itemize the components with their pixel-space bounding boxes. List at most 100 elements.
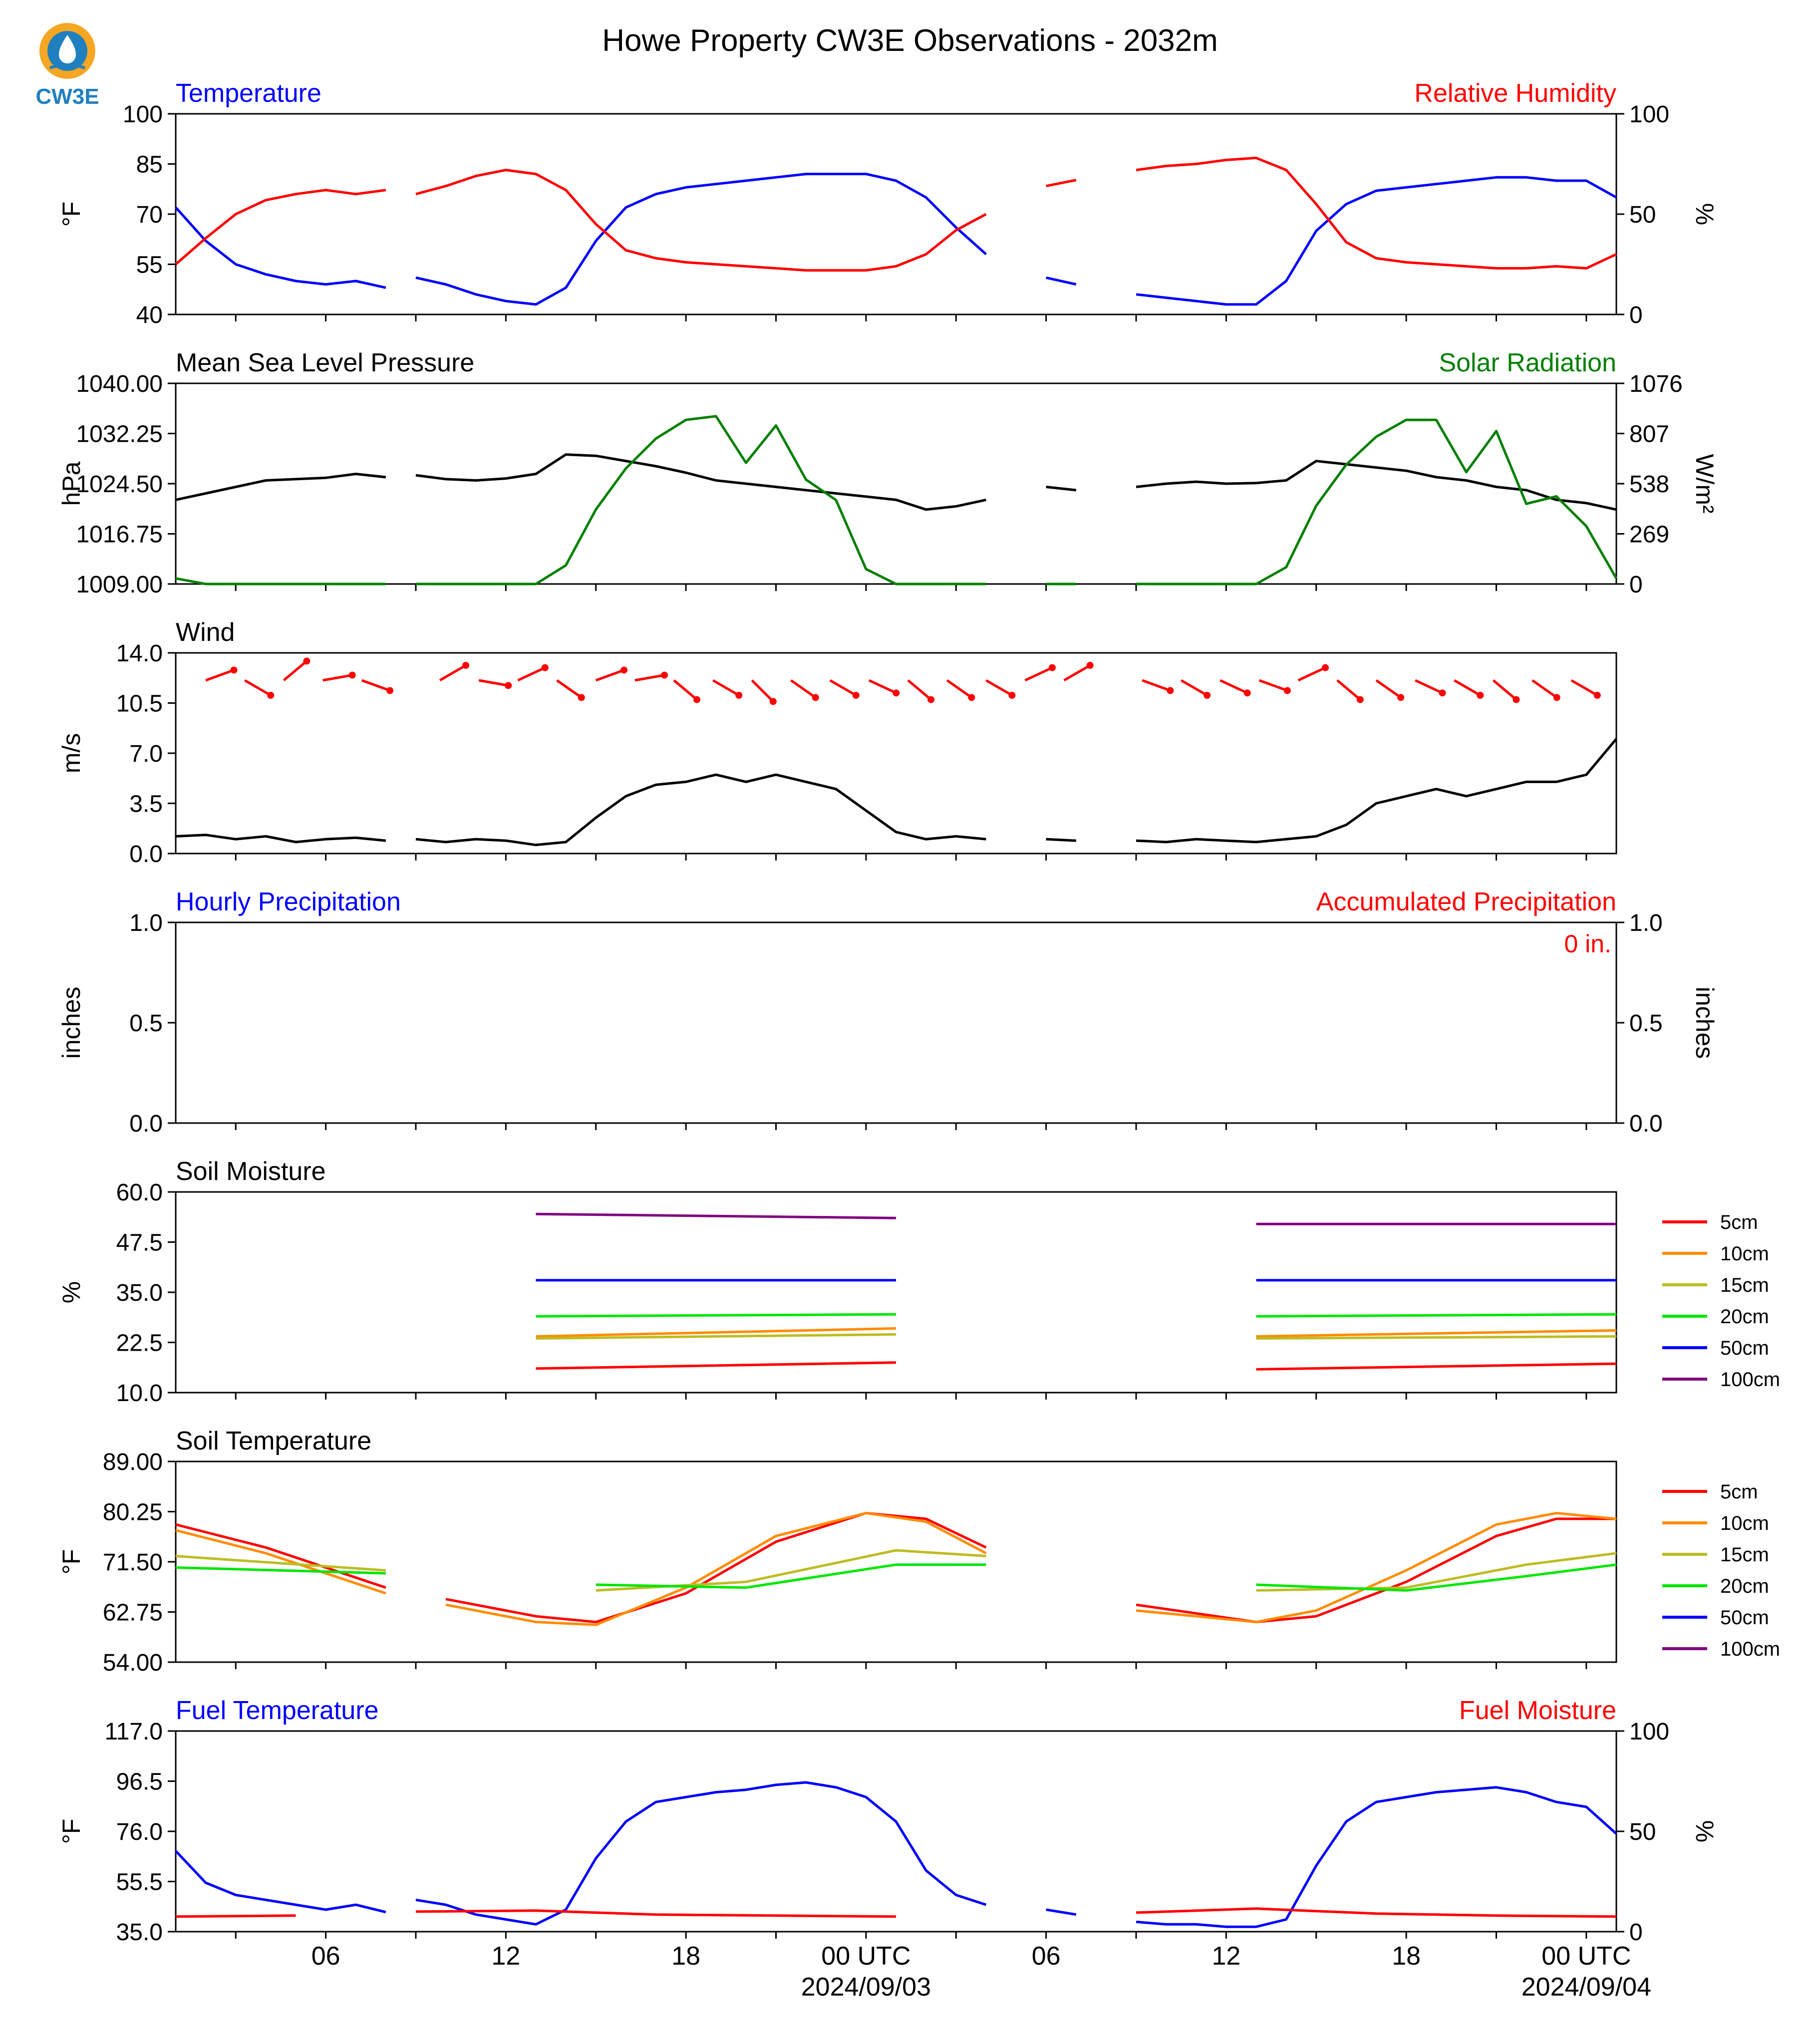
y-tick-label-left: 0.5: [129, 1010, 163, 1037]
panel-pressure: Mean Sea Level Pressure Solar Radiation 10…: [57, 348, 1719, 598]
wind-arrow: [1454, 679, 1481, 697]
wind-arrow-head: [1283, 687, 1291, 694]
wind-arrow-head: [968, 694, 975, 701]
y-tick-label-left: 55.5: [116, 1869, 163, 1896]
wind-arrow: [1570, 679, 1598, 697]
wind-arrow-head: [303, 657, 310, 665]
y-tick-label-left: 1016.75: [76, 522, 163, 548]
wind-arrow-head: [852, 692, 860, 699]
y-tick-label-right: 0: [1629, 1919, 1643, 1946]
wind-arrow-head: [1397, 694, 1405, 701]
series-line-10cm: [536, 1327, 1617, 1338]
plot-frame: [175, 921, 1617, 1124]
panels-group: Temperature Relative Humidity 40 55 70 85 100 0…: [57, 79, 1780, 2002]
wind-arrow-head: [812, 694, 819, 701]
y-tick-label-left: 85: [136, 152, 163, 178]
y-tick-label-right: 807: [1629, 421, 1669, 448]
y-axis-label-left: m/s: [57, 733, 85, 774]
x-tick-label: 00 UTC: [1541, 1942, 1631, 1971]
y-tick-label-left: 89.00: [103, 1449, 163, 1475]
y-tick-label-left: 70: [136, 202, 163, 228]
wind-arrow-head: [893, 689, 900, 697]
series-line-20cm: [175, 1563, 1617, 1592]
y-tick-label-left: 1009.00: [76, 572, 163, 598]
series-line-20cm: [536, 1313, 1617, 1318]
wind-arrow: [829, 679, 857, 697]
panel-title-left: Soil Moisture: [176, 1157, 326, 1186]
y-tick-label-left: 1024.50: [76, 471, 163, 498]
panel-precip: Hourly Precipitation Accumulated Precipit…: [57, 887, 1719, 1137]
y-axis-label-right: inches: [1691, 987, 1719, 1059]
legend-label: 15cm: [1720, 1544, 1769, 1566]
wind-arrow: [1492, 679, 1517, 701]
series-line-mean-sea-level-pressure: [175, 453, 1617, 511]
legend-label: 5cm: [1720, 1211, 1758, 1233]
y-axis-label-right: %: [1691, 203, 1719, 225]
legend-label: 20cm: [1720, 1306, 1769, 1328]
y-tick-label-left: 0.0: [129, 1111, 163, 1137]
panel-title-left: Fuel Temperature: [176, 1696, 379, 1725]
y-tick-label-right: 50: [1629, 1819, 1656, 1845]
figure-title: Howe Property CW3E Observations - 2032m: [602, 23, 1218, 58]
y-tick-label-left: 55: [136, 252, 163, 279]
wind-arrow-head: [267, 692, 275, 699]
wind-arrow: [985, 679, 1013, 697]
wind-arrow: [205, 669, 235, 682]
wind-arrow: [1142, 679, 1171, 692]
wind-arrow: [1063, 664, 1091, 682]
wind-arrow-head: [1204, 692, 1211, 699]
wind-arrow: [751, 679, 774, 703]
wind-arrow: [946, 679, 972, 699]
series-line-10cm: [175, 1511, 1617, 1626]
panel-soil-moisture: Soil Moisture 10.0 22.5 35.0 47.5 60.0% 5cm 10c…: [57, 1157, 1780, 1407]
wind-arrow-head: [230, 666, 238, 674]
wind-arrow-head: [735, 692, 743, 699]
panel-title-left: Soil Temperature: [176, 1427, 371, 1455]
y-tick-label-left: 0.0: [129, 841, 163, 868]
legend-label: 15cm: [1720, 1274, 1769, 1296]
legend-label: 10cm: [1720, 1512, 1769, 1534]
y-tick-label-right: 1.0: [1629, 910, 1663, 936]
x-tick-label: 00 UTC: [821, 1942, 910, 1971]
wind-arrow: [556, 679, 583, 699]
wind-arrow: [1258, 679, 1288, 692]
x-tick-label: 06: [1032, 1942, 1061, 1971]
y-tick-label-right: 538: [1629, 471, 1669, 498]
legend-label: 5cm: [1720, 1481, 1758, 1503]
wind-arrow: [1375, 679, 1402, 699]
legend-label: 100cm: [1720, 1638, 1780, 1660]
wind-arrow-head: [1048, 664, 1056, 671]
cw3e-logo: CW3E: [30, 20, 105, 110]
panel-title-right: Fuel Moisture: [1459, 1696, 1616, 1725]
y-tick-label-left: 1040.00: [76, 371, 163, 397]
y-tick-label-left: 100: [123, 101, 163, 128]
wind-arrow: [283, 660, 308, 681]
y-tick-label-left: 40: [136, 302, 163, 328]
wind-arrow-head: [462, 662, 470, 669]
wind-arrow-head: [769, 698, 777, 705]
y-axis-label-left: hPa: [57, 461, 85, 506]
series-line-temperature: [175, 173, 1617, 306]
panel-title-right: Accumulated Precipitation: [1316, 887, 1616, 916]
y-axis-label-right: W/m²: [1691, 454, 1719, 513]
y-tick-label-right: 100: [1629, 1719, 1669, 1745]
panel-soil-temperature: Soil Temperature 54.00 62.75 71.50 80.25 89.0…: [57, 1427, 1780, 1676]
wind-arrow: [361, 679, 391, 692]
series-line-fuel-temperature: [175, 1781, 1617, 1928]
logo-drop: [59, 35, 76, 63]
wind-arrow-head: [1322, 664, 1329, 671]
plot-frame: [175, 382, 1617, 585]
logo-wave: [49, 63, 85, 69]
legend-label: 20cm: [1720, 1575, 1769, 1597]
y-tick-label-left: 1032.25: [76, 421, 163, 448]
y-axis-label-left: °F: [57, 202, 85, 227]
wind-arrow-head: [1477, 692, 1484, 699]
wind-arrow: [1219, 679, 1248, 694]
wind-arrow-head: [927, 696, 935, 703]
y-axis-label-left: %: [57, 1281, 85, 1303]
y-axis-label-left: inches: [57, 987, 85, 1059]
wind-arrow: [1415, 679, 1443, 694]
panel-title-right: Solar Radiation: [1439, 348, 1616, 377]
wind-arrow: [478, 679, 509, 687]
panel-title-right: Relative Humidity: [1414, 79, 1616, 108]
